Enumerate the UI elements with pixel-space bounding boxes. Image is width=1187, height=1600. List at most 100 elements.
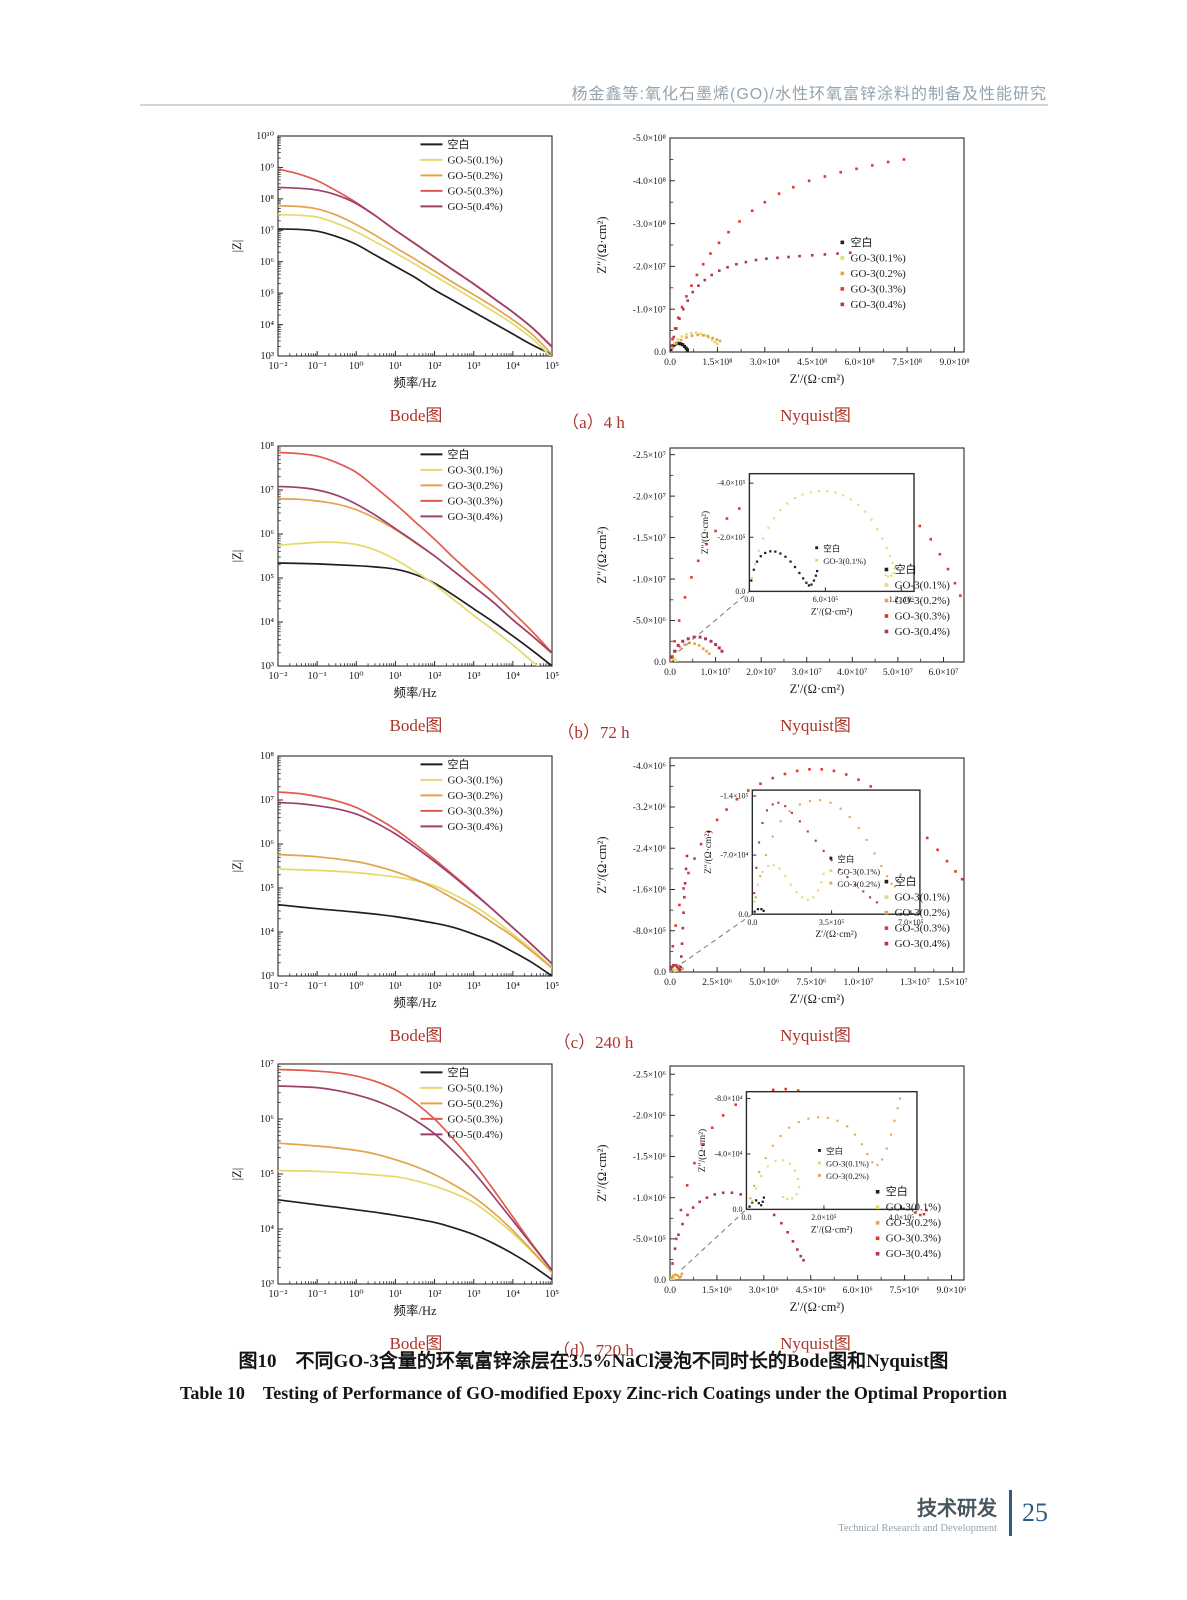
svg-text:空白: 空白 (447, 1065, 469, 1079)
svg-text:0.0: 0.0 (747, 918, 757, 927)
svg-text:1.0×10⁷: 1.0×10⁷ (701, 668, 731, 678)
svg-text:10⁷: 10⁷ (260, 1059, 275, 1070)
panel-c: 10⁻² 10⁻¹ 10⁰ 10¹ 10² 10³ 10⁴ 10⁵ 10³ 10⁴ 10⁵ 10⁶ 10… (0, 748, 1187, 1058)
svg-text:-5.0×10⁶: -5.0×10⁶ (633, 617, 666, 627)
svg-text:GO-3(0.2%): GO-3(0.2%) (837, 879, 880, 889)
chart-legend: 空白 GO-3(0.1%) GO-3(0.2%) GO-3(0.3%) GO-3(0.4… (420, 447, 503, 523)
chart-svg: 0.0 1.5×10⁶ 3.0×10⁶ 4.5×10⁶ 6.0×10⁶ 7.5×10⁶ 9.… (595, 1065, 967, 1314)
svg-text:-3.0×10⁸: -3.0×10⁸ (633, 220, 666, 230)
svg-text:GO-3(0.2%): GO-3(0.2%) (851, 268, 907, 280)
svg-text:GO-3(0.1%): GO-3(0.1%) (895, 892, 951, 904)
svg-text:Z′/(Ω·cm²): Z′/(Ω·cm²) (815, 929, 857, 940)
svg-text:GO-3(0.3%): GO-3(0.3%) (851, 283, 907, 295)
figure-caption-en: Table 10 Testing of Performance of GO-mo… (180, 1383, 1007, 1403)
svg-text:0.0: 0.0 (654, 348, 666, 358)
svg-text:|Z|: |Z| (230, 550, 244, 563)
chart-legend: 空白 GO-3(0.1%) GO-3(0.2%) (829, 854, 880, 889)
svg-text:-1.5×10⁷: -1.5×10⁷ (633, 534, 666, 544)
footer-divider (1009, 1490, 1012, 1536)
svg-text:3.0×10⁶: 3.0×10⁶ (749, 1286, 779, 1296)
svg-text:GO-5(0.4%): GO-5(0.4%) (447, 201, 503, 213)
svg-text:Z″/(Ω·cm²): Z″/(Ω·cm²) (595, 216, 609, 273)
time-label-b: （b）72 h (557, 723, 630, 742)
svg-text:GO-3(0.1%): GO-3(0.1%) (851, 252, 907, 264)
svg-text:-2.4×10⁶: -2.4×10⁶ (633, 844, 666, 854)
svg-text:GO-5(0.3%): GO-5(0.3%) (447, 185, 503, 197)
svg-text:10⁻²: 10⁻² (268, 671, 287, 682)
svg-text:5.0×10⁷: 5.0×10⁷ (883, 668, 913, 678)
svg-text:空白: 空白 (447, 137, 469, 151)
svg-text:GO-3(0.1%): GO-3(0.1%) (886, 1202, 942, 1214)
bode-chart-b: 10⁻² 10⁻¹ 10⁰ 10¹ 10² 10³ 10⁴ 10⁵ 10³ 10⁴ 10⁵ 10⁶ 10… (228, 438, 560, 710)
svg-text:10⁻¹: 10⁻¹ (308, 361, 327, 372)
svg-text:10⁷: 10⁷ (260, 225, 275, 236)
svg-text:0.0: 0.0 (732, 1205, 742, 1214)
nyquist-chart-b: 0.0 1.0×10⁷ 2.0×10⁷ 3.0×10⁷ 4.0×10⁷ 5.0×10⁷ 6.… (590, 438, 975, 710)
svg-text:-8.0×10⁵: -8.0×10⁵ (633, 927, 666, 937)
chart-svg: 0.0 2.5×10⁶ 5.0×10⁶ 7.5×10⁶ 1.0×10⁷ 1.3×10⁷ 1.… (595, 757, 968, 1006)
svg-text:GO-5(0.2%): GO-5(0.2%) (447, 1098, 503, 1110)
svg-text:Z″/(Ω·cm²): Z″/(Ω·cm²) (697, 1129, 708, 1172)
svg-text:Z″/(Ω·cm²): Z″/(Ω·cm²) (703, 830, 714, 873)
svg-text:2.0×10⁵: 2.0×10⁵ (811, 1213, 837, 1222)
svg-text:7.0×10⁵: 7.0×10⁵ (898, 918, 924, 927)
svg-text:10⁸: 10⁸ (260, 751, 275, 762)
svg-text:-4.0×10⁶: -4.0×10⁶ (633, 762, 666, 772)
svg-text:GO-3(0.4%): GO-3(0.4%) (895, 626, 951, 638)
svg-text:1.5×10⁷: 1.5×10⁷ (938, 978, 968, 988)
nyquist-caption-a: Nyquist图 (780, 406, 851, 425)
svg-text:10⁴: 10⁴ (260, 1224, 275, 1235)
panel-b: 10⁻² 10⁻¹ 10⁰ 10¹ 10² 10³ 10⁴ 10⁵ 10³ 10⁴ 10⁵ 10⁶ 10… (0, 438, 1187, 748)
svg-text:10³: 10³ (260, 971, 274, 982)
svg-text:1.3×10⁷: 1.3×10⁷ (900, 978, 930, 988)
chart-legend: 空白 GO-3(0.1%) GO-3(0.2%) GO-3(0.3%) GO-3(0.4… (884, 874, 951, 950)
svg-text:10⁷: 10⁷ (260, 795, 275, 806)
svg-text:-3.2×10⁶: -3.2×10⁶ (633, 803, 666, 813)
svg-text:Z′/(Ω·cm²): Z′/(Ω·cm²) (790, 1300, 845, 1314)
svg-text:空白: 空白 (837, 854, 854, 864)
svg-text:10²: 10² (428, 981, 442, 992)
svg-text:10⁵: 10⁵ (260, 573, 275, 584)
svg-text:0.0: 0.0 (664, 1286, 676, 1296)
svg-text:10⁵: 10⁵ (260, 288, 275, 299)
svg-text:10⁻¹: 10⁻¹ (308, 1289, 327, 1300)
svg-text:9.0×10⁸: 9.0×10⁸ (939, 358, 969, 368)
svg-text:-2.0×10⁷: -2.0×10⁷ (633, 263, 666, 273)
svg-text:10²: 10² (428, 361, 442, 372)
svg-text:10³: 10³ (260, 661, 274, 672)
page-footer: 技术研发 Technical Research and Development … (838, 1490, 1048, 1536)
svg-text:-4.0×10⁴: -4.0×10⁴ (714, 1150, 742, 1159)
svg-text:频率/Hz: 频率/Hz (393, 1303, 437, 1318)
svg-text:Z″/(Ω·cm²): Z″/(Ω·cm²) (700, 511, 711, 554)
svg-text:GO-3(0.4%): GO-3(0.4%) (895, 938, 951, 950)
svg-text:0.0: 0.0 (664, 358, 676, 368)
svg-text:10²: 10² (428, 671, 442, 682)
svg-text:0.0: 0.0 (741, 1213, 751, 1222)
chart-svg: 10⁻² 10⁻¹ 10⁰ 10¹ 10² 10³ 10⁴ 10⁵ 10³ 10⁴ 10⁵ 10⁶ 10… (230, 131, 559, 390)
svg-text:-2.5×10⁶: -2.5×10⁶ (633, 1070, 666, 1080)
svg-text:-8.0×10⁴: -8.0×10⁴ (714, 1094, 742, 1103)
svg-text:Z″/(Ω·cm²): Z″/(Ω·cm²) (595, 1144, 609, 1201)
nyquist-chart-a: 0.0 1.5×10⁸ 3.0×10⁸ 4.5×10⁸ 6.0×10⁸ 7.5×10⁸ 9.… (590, 128, 975, 400)
svg-text:GO-3(0.2%): GO-3(0.2%) (895, 595, 951, 607)
svg-text:2.5×10⁶: 2.5×10⁶ (702, 978, 732, 988)
svg-text:Z′/(Ω·cm²): Z′/(Ω·cm²) (811, 606, 853, 617)
svg-text:10⁰: 10⁰ (349, 361, 364, 372)
svg-text:10⁶: 10⁶ (260, 529, 275, 540)
chart-svg: 0.0 1.5×10⁸ 3.0×10⁸ 4.5×10⁸ 6.0×10⁸ 7.5×10⁸ 9.… (595, 134, 970, 386)
svg-text:0.0: 0.0 (654, 968, 666, 978)
svg-text:10⁴: 10⁴ (260, 320, 275, 331)
svg-text:10⁰: 10⁰ (349, 981, 364, 992)
svg-text:10⁻²: 10⁻² (268, 1289, 287, 1300)
svg-text:GO-3(0.4%): GO-3(0.4%) (851, 299, 907, 311)
svg-text:5.0×10⁶: 5.0×10⁶ (749, 978, 779, 988)
svg-text:0.0: 0.0 (735, 587, 745, 596)
svg-text:空白: 空白 (895, 562, 917, 576)
figure-caption-cn: 图10 不同GO-3含量的环氧富锌涂层在3.5%NaCl浸泡不同时长的Bode图… (238, 1351, 949, 1372)
svg-text:|Z|: |Z| (230, 240, 244, 253)
chart-svg: 10⁻² 10⁻¹ 10⁰ 10¹ 10² 10³ 10⁴ 10⁵ 10³ 10⁴ 10⁵ 10⁶ 10… (230, 751, 559, 1010)
svg-text:-1.0×10⁶: -1.0×10⁶ (633, 1194, 666, 1204)
svg-text:0.0: 0.0 (664, 668, 676, 678)
svg-text:10⁰: 10⁰ (349, 671, 364, 682)
chart-legend: 空白 GO-3(0.1%) GO-3(0.2%) (818, 1146, 869, 1181)
